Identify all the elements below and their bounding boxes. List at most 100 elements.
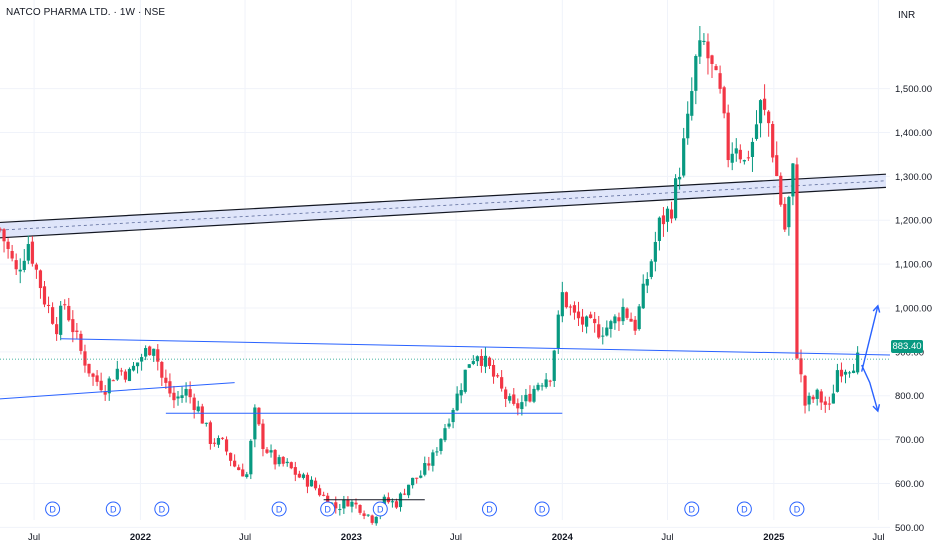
- candle-body: [532, 388, 536, 402]
- symbol-title[interactable]: NATCO PHARMA LTD. · 1W · NSE: [6, 7, 166, 18]
- candle-body: [722, 87, 726, 114]
- dividend-marker-label: D: [110, 505, 117, 515]
- candle-body: [641, 283, 645, 309]
- candle-body: [556, 314, 560, 349]
- candle-body: [269, 450, 273, 453]
- trendline-drawings[interactable]: [0, 304, 891, 501]
- time-tick-label: Jul: [661, 532, 673, 543]
- candle-body: [779, 175, 783, 205]
- candle-body: [293, 467, 297, 475]
- candle-body: [839, 369, 844, 377]
- dividend-marker-circle: [372, 501, 388, 517]
- candle-body: [746, 157, 751, 159]
- dividend-marker[interactable]: D: [45, 501, 61, 517]
- candle-body: [245, 474, 249, 478]
- candle-body: [758, 100, 763, 124]
- candle-body: [285, 461, 289, 464]
- dividend-marker[interactable]: D: [154, 501, 170, 517]
- candle-body: [208, 422, 212, 444]
- candle-body: [18, 269, 22, 272]
- candle-body: [617, 317, 621, 322]
- dividend-marker[interactable]: D: [736, 501, 752, 517]
- price-tick-label: 1,300.00: [895, 172, 932, 183]
- dividend-marker[interactable]: D: [320, 501, 336, 517]
- dividend-marker-label: D: [159, 505, 166, 515]
- resistance-trendline: [60, 338, 891, 356]
- candle-body: [512, 394, 516, 404]
- candle-body: [605, 327, 609, 336]
- dividend-marker-label: D: [377, 505, 384, 515]
- candle-body: [835, 370, 840, 392]
- candle-body: [220, 437, 225, 439]
- candle-body: [702, 40, 706, 42]
- candle-body: [560, 292, 564, 317]
- channel-fill: [0, 174, 886, 238]
- dividend-marker-circle: [534, 501, 550, 517]
- dividend-marker-circle: [736, 501, 752, 517]
- candle-body: [107, 378, 111, 394]
- parallel-channel-drawing[interactable]: [0, 173, 886, 239]
- candle-body: [156, 349, 160, 362]
- candle-body: [115, 368, 119, 380]
- candle-body: [415, 477, 419, 479]
- candle-body: [524, 394, 528, 402]
- candle-body: [718, 73, 722, 89]
- candle-body: [653, 241, 657, 262]
- candle-body: [443, 428, 447, 441]
- candle-body: [508, 396, 512, 401]
- candle-body: [673, 178, 678, 219]
- candle-body: [787, 196, 791, 228]
- dividend-marker[interactable]: D: [534, 501, 550, 517]
- candle-body: [423, 463, 427, 475]
- candle-body: [815, 389, 819, 399]
- candle-body: [775, 155, 779, 177]
- candle-body: [135, 362, 140, 367]
- dividend-marker-circle: [482, 501, 497, 517]
- dividend-marker-label: D: [276, 505, 283, 515]
- candle-body: [601, 335, 605, 337]
- candle-body: [91, 373, 95, 377]
- candle-body: [762, 98, 767, 110]
- candle-body: [354, 502, 358, 505]
- candle-body: [362, 513, 366, 516]
- dividend-marker[interactable]: D: [372, 501, 388, 517]
- candle-body: [682, 138, 686, 176]
- candle-body: [119, 370, 123, 372]
- candle-body: [714, 66, 718, 71]
- candle-body: [710, 55, 714, 64]
- candle-body: [694, 56, 698, 91]
- price-tick-label: 500.00: [895, 523, 924, 534]
- candle-body: [30, 241, 34, 264]
- dividend-marker[interactable]: D: [482, 501, 497, 517]
- candle-body: [326, 495, 330, 506]
- candle-body: [322, 494, 326, 496]
- candle-body: [50, 307, 55, 324]
- candle-body: [431, 452, 435, 466]
- candle-body: [706, 41, 710, 59]
- candle-body: [754, 124, 759, 139]
- candle-body: [358, 505, 362, 513]
- candle-body: [851, 370, 856, 374]
- candle-body: [767, 111, 771, 124]
- dividend-marker[interactable]: D: [684, 501, 700, 517]
- dividend-marker[interactable]: D: [105, 501, 121, 517]
- candle-body: [451, 409, 455, 423]
- candle-body: [261, 423, 265, 449]
- candle-body: [289, 462, 293, 469]
- candle-body: [548, 380, 552, 382]
- candle-body: [2, 229, 6, 242]
- candle-body: [807, 395, 811, 405]
- dividend-marker[interactable]: D: [789, 501, 805, 517]
- candle-body: [487, 357, 492, 366]
- candle-body: [439, 438, 443, 451]
- candle-body: [831, 393, 835, 404]
- candle-body: [649, 261, 653, 277]
- price-axis[interactable]: 500.00600.00700.00800.00900.001,000.001,…: [890, 0, 932, 550]
- dividend-marker[interactable]: D: [271, 501, 287, 517]
- dividend-marker-label: D: [539, 505, 546, 515]
- candle-body: [233, 460, 237, 467]
- time-axis[interactable]: Jul 2022 Jul 2023 Jul 2024 Jul 2025 Jul: [28, 532, 885, 543]
- candle-body: [819, 391, 823, 403]
